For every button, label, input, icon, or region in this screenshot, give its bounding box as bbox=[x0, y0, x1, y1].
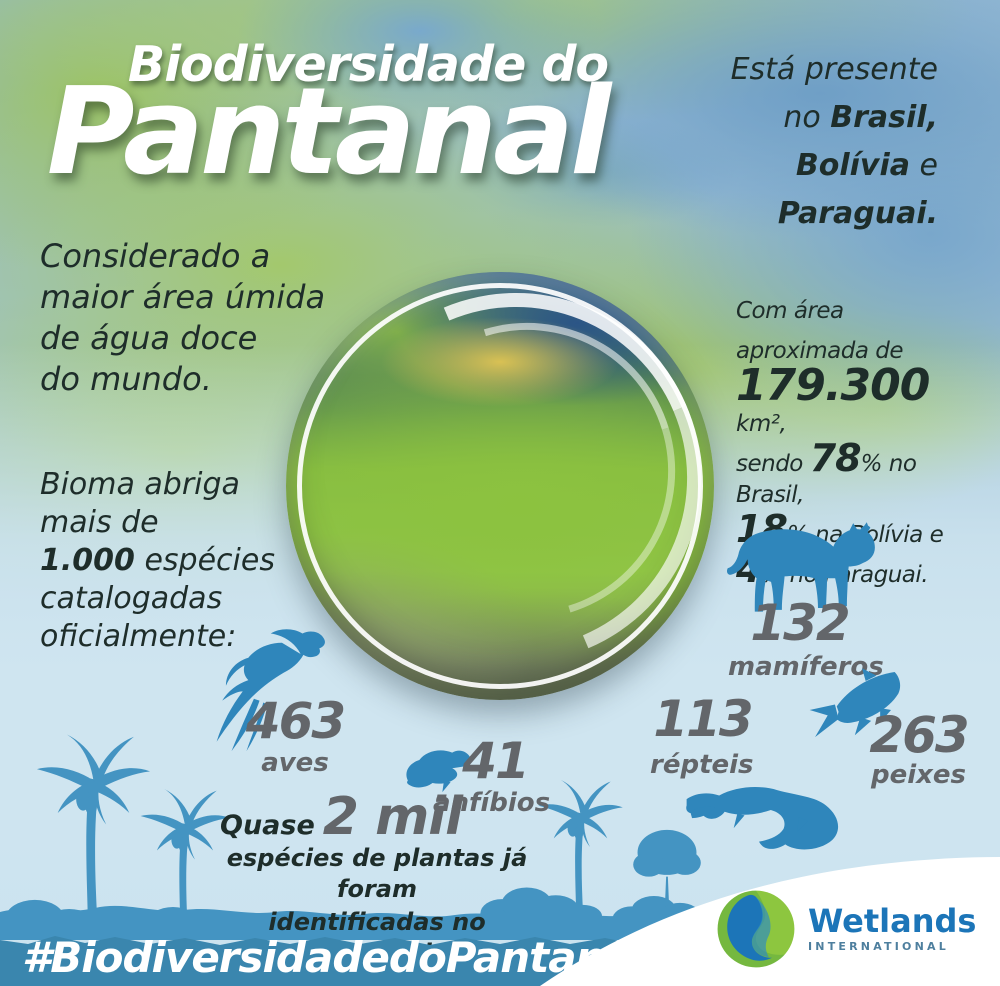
aerial-lens-photo bbox=[274, 237, 758, 720]
jaguar-icon bbox=[725, 520, 883, 622]
biome-line: oficialmente: bbox=[40, 619, 237, 654]
biome-line: mais de bbox=[40, 505, 159, 540]
plants-headline: Quase 2 mil bbox=[212, 787, 542, 847]
lens-white-ring bbox=[297, 283, 703, 689]
presence-line: Está presente bbox=[730, 52, 938, 87]
frog-icon bbox=[398, 742, 476, 797]
wetlands-logo: Wetlands INTERNATIONAL bbox=[716, 886, 986, 972]
hashtag-text: #BiodiversidadedoPantanal bbox=[22, 933, 646, 982]
area-line: Com área bbox=[736, 298, 844, 324]
presence-text: Está presente no Brasil, Bolívia e Parag… bbox=[731, 46, 938, 238]
biome-text: Bioma abriga mais de 1.000 espécies cata… bbox=[40, 466, 275, 656]
presence-line: Paraguai. bbox=[777, 196, 938, 231]
macaw-icon bbox=[205, 626, 357, 766]
stat-count-aves: 463 bbox=[245, 692, 346, 750]
stat-label-anfibios: anfíbios bbox=[433, 788, 551, 818]
intro-line: de água doce bbox=[40, 319, 258, 357]
intro-line: do mundo. bbox=[40, 360, 212, 398]
biome-line: Bioma abriga bbox=[40, 467, 240, 502]
wetlands-logo-mark bbox=[717, 890, 795, 968]
biome-line: catalogadas bbox=[40, 581, 223, 616]
area-line-total: 179.300 km², bbox=[736, 360, 930, 438]
plants-prefix: Quase bbox=[220, 810, 315, 841]
stat-count-peixes: 263 bbox=[869, 706, 969, 764]
stat-count-anfibios: 41 bbox=[462, 732, 530, 790]
logo-name: Wetlands bbox=[808, 902, 977, 940]
title-line1: Biodiversidade do bbox=[127, 36, 609, 93]
presence-line: no Brasil, bbox=[783, 100, 938, 135]
stat-label-peixes: peixes bbox=[870, 760, 967, 790]
stat-label-repteis: répteis bbox=[650, 750, 754, 780]
page-title: Pantanal bbox=[46, 63, 612, 202]
intro-line: maior área úmida bbox=[40, 278, 326, 316]
stat-count-repteis: 113 bbox=[653, 690, 753, 748]
biome-line: 1.000 espécies bbox=[40, 543, 275, 578]
stat-label-mamiferos: mamíferos bbox=[728, 652, 884, 682]
stat-label-aves: aves bbox=[261, 748, 329, 778]
caiman-icon bbox=[683, 762, 855, 858]
logo-subtitle: INTERNATIONAL bbox=[808, 940, 949, 953]
plants-text: Quase 2 mil espécies de plantas já foram… bbox=[212, 787, 542, 969]
fish-icon bbox=[806, 666, 910, 744]
wetlands-logo-text: Wetlands INTERNATIONAL bbox=[808, 905, 976, 953]
intro-text: Considerado a maior área úmida de água d… bbox=[40, 236, 325, 400]
stat-count-mamiferos: 132 bbox=[750, 594, 850, 652]
plants-count: 2 mil bbox=[322, 787, 463, 847]
area-line-brazil: sendo 78% no Brasil, bbox=[736, 436, 917, 508]
presence-line: Bolívia e bbox=[795, 148, 938, 183]
area-line: aproximada de bbox=[736, 338, 903, 364]
intro-line: Considerado a bbox=[40, 237, 271, 275]
plants-line2: espécies de plantas já foram bbox=[226, 844, 528, 903]
